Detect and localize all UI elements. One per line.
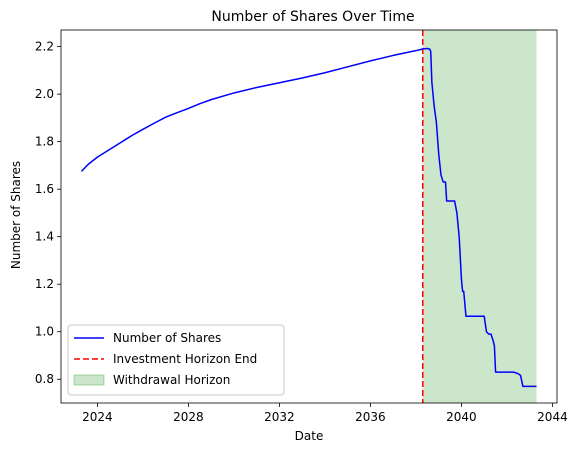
y-tick-label: 1.0 bbox=[35, 325, 54, 339]
legend-label-withdrawal-horizon: Withdrawal Horizon bbox=[113, 373, 230, 387]
legend: Number of Shares Investment Horizon End Wi… bbox=[68, 325, 284, 395]
y-tick-label: 1.2 bbox=[35, 277, 54, 291]
y-axis-title: Number of Shares bbox=[9, 161, 23, 269]
legend-swatch-withdrawal-horizon bbox=[74, 375, 104, 385]
chart-title: Number of Shares Over Time bbox=[211, 9, 414, 25]
y-tick-label: 2.2 bbox=[35, 40, 54, 54]
x-axis-title: Date bbox=[295, 429, 324, 443]
x-tick-label: 2036 bbox=[355, 410, 386, 424]
x-tick-label: 2028 bbox=[173, 410, 204, 424]
legend-label-number-of-shares: Number of Shares bbox=[113, 331, 221, 345]
x-tick-label: 2044 bbox=[537, 410, 568, 424]
y-tick-label: 0.8 bbox=[35, 372, 54, 386]
y-tick-label: 1.8 bbox=[35, 135, 54, 149]
x-tick-label: 2040 bbox=[446, 410, 477, 424]
withdrawal-horizon-area bbox=[423, 30, 537, 403]
y-tick-label: 2.0 bbox=[35, 87, 54, 101]
legend-label-investment-horizon-end: Investment Horizon End bbox=[113, 352, 257, 366]
y-tick-label: 1.6 bbox=[35, 182, 54, 196]
y-tick-label: 1.4 bbox=[35, 230, 54, 244]
x-tick-label: 2032 bbox=[264, 410, 295, 424]
x-tick-label: 2024 bbox=[82, 410, 113, 424]
